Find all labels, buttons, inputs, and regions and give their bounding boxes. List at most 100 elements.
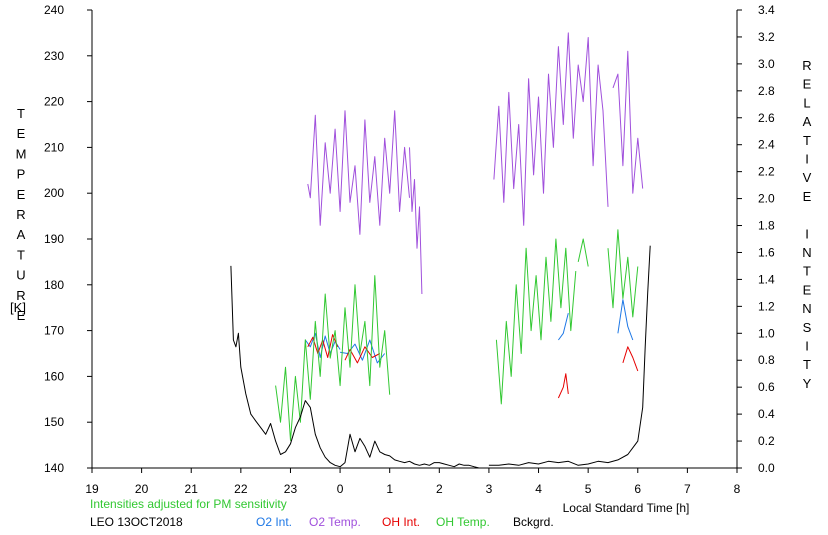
series-line-bckgrd	[230, 265, 484, 469]
right-axis-title-letter: S	[803, 320, 812, 335]
left-axis-title-letter: T	[17, 106, 25, 121]
right-axis-title-letter: T	[803, 264, 811, 279]
right-tick-label: 1.8	[758, 219, 775, 233]
x-tick-label: 0	[337, 482, 344, 496]
x-tick-label: 8	[734, 482, 741, 496]
legend-item-bckgrd: Bckgrd.	[513, 515, 554, 529]
left-tick-label: 230	[44, 49, 64, 63]
series-line-bckgrd	[488, 245, 651, 466]
right-axis-title-letter: I	[805, 226, 809, 241]
right-tick-label: 0.6	[758, 380, 775, 394]
x-tick-label: 20	[135, 482, 149, 496]
series-layer	[230, 32, 651, 469]
right-axis-title-letter: L	[803, 95, 810, 110]
series-line-o2-int	[304, 332, 341, 358]
series-line-o2-int	[557, 312, 569, 341]
right-axis-title-letter: E	[803, 77, 812, 92]
x-tick-label: 7	[684, 482, 691, 496]
series-line-oh-temp	[495, 238, 577, 405]
right-tick-label: 1.6	[758, 245, 775, 259]
right-tick-label: 1.0	[758, 326, 775, 340]
right-tick-label: 3.2	[758, 30, 775, 44]
right-tick-label: 0.0	[758, 461, 775, 475]
left-tick-label: 200	[44, 186, 64, 200]
right-axis-title-letter: I	[805, 339, 809, 354]
right-axis-title-letter: N	[802, 245, 811, 260]
x-tick-label: 2	[436, 482, 443, 496]
right-axis-title-letter: I	[805, 152, 809, 167]
left-axis-title-letter: T	[17, 247, 25, 262]
legend-item-o2-int: O2 Int.	[256, 515, 292, 529]
series-line-oh-temp	[607, 229, 639, 318]
right-tick-label: 2.6	[758, 111, 775, 125]
series-line-oh-int	[622, 346, 639, 372]
series-line-o2-temp	[409, 147, 423, 295]
left-tick-label: 210	[44, 140, 64, 154]
x-tick-label: 3	[486, 482, 493, 496]
x-axis-label: Local Standard Time [h]	[563, 501, 690, 515]
series-line-o2-int	[617, 299, 634, 341]
left-tick-label: 180	[44, 278, 64, 292]
series-line-o2-int	[340, 339, 386, 364]
right-axis-title-letter: E	[803, 282, 812, 297]
legend-item-oh-int: OH Int.	[382, 515, 420, 529]
left-tick-label: 220	[44, 95, 64, 109]
right-tick-label: 3.4	[758, 3, 775, 17]
legend-item-o2-temp: O2 Temp.	[309, 515, 361, 529]
series-line-oh-temp	[275, 275, 391, 441]
x-tick-label: 6	[634, 482, 641, 496]
right-axis-title-letter: T	[803, 357, 811, 372]
x-tick-label: 4	[535, 482, 542, 496]
sensitivity-note: Intensities adjusted for PM sensitivity	[90, 497, 287, 511]
left-axis-title-letter: R	[16, 288, 25, 303]
left-tick-label: 170	[44, 324, 64, 338]
left-tick-label: 240	[44, 3, 64, 17]
right-axis-ticks: 0.0 0.2 0.4 0.6 0.8 1.0 1.2 1.4 1.6 1.8 2.0 2.2 2.4 2…	[737, 3, 775, 475]
left-axis-title-letter: R	[16, 207, 25, 222]
x-tick-label: 23	[284, 482, 298, 496]
x-tick-label: 19	[85, 482, 99, 496]
right-tick-label: 1.4	[758, 272, 775, 286]
right-tick-label: 3.0	[758, 57, 775, 71]
right-axis-title-letter: T	[803, 133, 811, 148]
right-tick-label: 2.2	[758, 165, 775, 179]
left-tick-label: 150	[44, 415, 64, 429]
x-axis-ticks: 19 20 21 22 23 0 1 2 3 4 5 6 7 8	[85, 468, 741, 496]
legend: O2 Int. O2 Temp. OH Int. OH Temp. Bckgrd.	[256, 515, 554, 529]
left-axis-title-letter: M	[16, 146, 27, 161]
x-tick-label: 21	[185, 482, 199, 496]
series-line-oh-temp	[577, 238, 589, 267]
x-tick-label: 5	[585, 482, 592, 496]
right-tick-label: 2.0	[758, 192, 775, 206]
x-tick-label: 1	[386, 482, 393, 496]
right-tick-label: 2.8	[758, 84, 775, 98]
right-axis-title-letter: E	[803, 189, 812, 204]
legend-item-oh-temp: OH Temp.	[436, 515, 490, 529]
station-label: LEO 13OCT2018	[90, 515, 183, 529]
left-axis-title-letter: U	[16, 268, 25, 283]
plot-frame	[91, 10, 738, 469]
left-axis-title-letter: E	[17, 187, 26, 202]
right-axis-title-letter: V	[803, 170, 812, 185]
x-tick-label: 22	[234, 482, 248, 496]
series-line-o2-temp	[493, 32, 609, 226]
series-line-oh-int	[557, 373, 569, 399]
left-axis-title-letter: P	[17, 167, 26, 182]
series-line-oh-int	[344, 346, 381, 364]
series-line-o2-temp	[307, 110, 410, 235]
left-axis-unit: [K]	[10, 300, 26, 315]
series-line-o2-temp	[612, 50, 644, 194]
right-axis-title-letter: A	[803, 114, 812, 129]
left-axis-ticks: 140 150 160 170 180 190 200 210 220 230 240	[44, 3, 92, 475]
right-tick-label: 0.8	[758, 353, 775, 367]
left-tick-label: 190	[44, 232, 64, 246]
right-tick-label: 0.4	[758, 407, 775, 421]
right-tick-label: 2.4	[758, 138, 775, 152]
left-axis-title-letter: E	[17, 126, 26, 141]
right-axis-title-letter: Y	[803, 376, 812, 391]
left-tick-label: 140	[44, 461, 64, 475]
left-tick-label: 160	[44, 369, 64, 383]
